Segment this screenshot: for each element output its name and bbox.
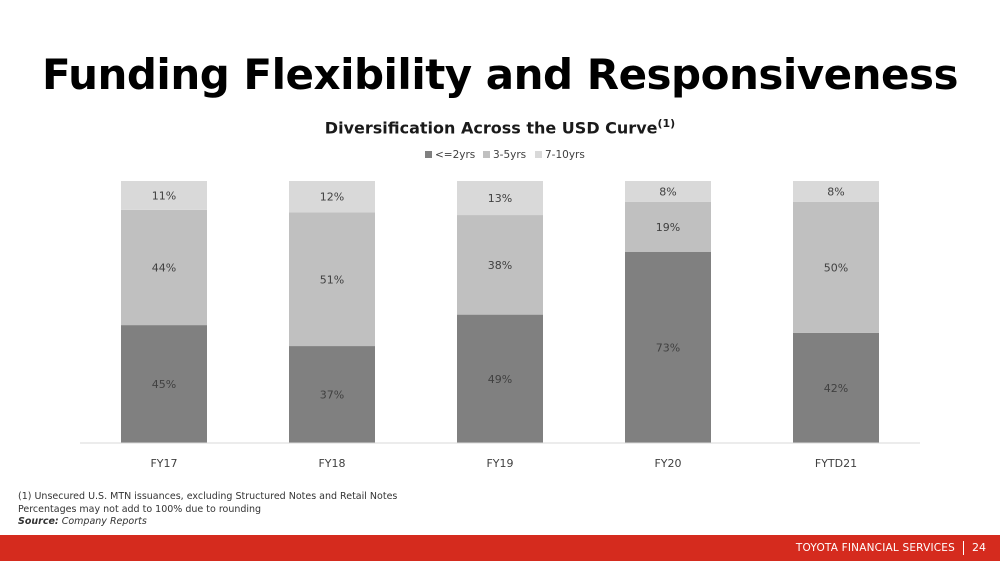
data-label: 19% (656, 221, 680, 234)
data-label: 12% (320, 191, 344, 204)
bar-segment (625, 181, 711, 202)
x-tick-label: FY18 (318, 457, 345, 470)
bar-segment (625, 201, 711, 252)
x-tick-label: FY19 (486, 457, 513, 470)
data-label: 73% (656, 341, 680, 354)
bar-segment (793, 181, 879, 202)
x-tick-label: FYTD21 (815, 457, 857, 470)
legend-label: 7-10yrs (545, 149, 585, 161)
bar-segment (625, 251, 711, 443)
footnotes: (1) Unsecured U.S. MTN issuances, exclud… (18, 491, 397, 529)
footer-company-name: TOYOTA FINANCIAL SERVICES (795, 542, 955, 554)
bar-segment (289, 212, 375, 347)
bar-segment (457, 314, 543, 443)
data-label: 8% (659, 185, 676, 198)
x-tick-label: FY17 (150, 457, 177, 470)
legend-swatch (535, 151, 542, 158)
chart-bars: 45% 44% 11% 37% 51% 12% 49% 38% 13% 73% 19% 8% 42% 50… (121, 181, 879, 443)
bar-segment (121, 181, 207, 210)
data-label: 45% (152, 378, 176, 391)
chart-subtitle-text: Diversification Across the USD Curve (324, 118, 658, 138)
data-label: 50% (824, 261, 848, 274)
data-label: 49% (488, 373, 512, 386)
footer-separator (963, 541, 964, 555)
x-axis-ticks: FY17 FY18 FY19 FY20 FYTD21 (150, 457, 857, 470)
source-label: Source: (18, 516, 59, 527)
chart-subtitle-footnote-ref: (1) (657, 117, 676, 130)
legend-label: <=2yrs (435, 149, 475, 161)
data-label: 44% (152, 261, 176, 274)
bar-segment (793, 332, 879, 443)
bar-segment (457, 215, 543, 315)
data-label: 37% (320, 389, 344, 402)
page-number: 24 (972, 541, 986, 554)
data-label: 38% (488, 259, 512, 272)
data-label: 42% (824, 382, 848, 395)
data-label: 51% (320, 273, 344, 286)
bar-segment (457, 181, 543, 216)
legend-swatch (425, 151, 432, 158)
legend-swatch (483, 151, 490, 158)
data-label: 13% (488, 192, 512, 205)
bar-segment (289, 346, 375, 443)
data-label: 8% (827, 185, 844, 198)
footnote-1: (1) Unsecured U.S. MTN issuances, exclud… (18, 491, 398, 502)
legend-label: 3-5yrs (493, 149, 526, 161)
x-tick-label: FY20 (654, 457, 681, 470)
bar-segment (289, 181, 375, 213)
stacked-bar-chart: <=2yrs 3-5yrs 7-10yrs 45% 44% 11% 37% 51% 12% 49… (80, 149, 920, 470)
footer-bar: TOYOTA FINANCIAL SERVICES 24 (0, 535, 1000, 561)
source-text: Company Reports (61, 516, 147, 527)
data-label: 11% (152, 189, 176, 202)
chart-legend: <=2yrs 3-5yrs 7-10yrs (425, 149, 585, 161)
bar-segment (793, 201, 879, 333)
bar-segment (121, 209, 207, 326)
bar-segment (121, 325, 207, 443)
source-note: Source: Company Reports (18, 516, 397, 529)
chart-subtitle: Diversification Across the USD Curve(1) (0, 117, 1000, 137)
footnote-rounding: Percentages may not add to 100% due to r… (18, 503, 262, 515)
page-title: Funding Flexibility and Responsiveness (41, 50, 959, 99)
